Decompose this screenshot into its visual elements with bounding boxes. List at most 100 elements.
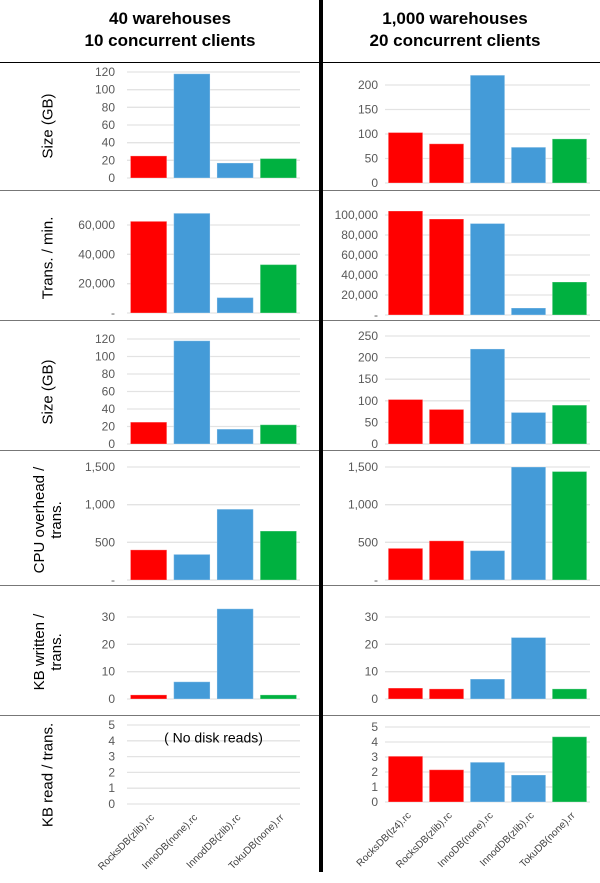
y-tick-label: 20 <box>102 153 116 167</box>
y-tick-label: 4 <box>108 734 115 748</box>
y-tick-label: - <box>374 308 378 322</box>
y-tick-label: 100,000 <box>335 208 379 222</box>
bar-innoddb-zlib-rc <box>216 297 254 314</box>
y-tick-label: 10 <box>102 665 116 679</box>
y-tick-label: 0 <box>371 692 378 706</box>
y-tick-label: 1,000 <box>348 498 378 512</box>
bar-innodb-none-rc <box>469 761 506 803</box>
y-tick-label: 2 <box>108 765 115 779</box>
bar-innoddb-zlib-rc <box>510 146 547 184</box>
bar-tokudb-none-rr <box>551 736 588 803</box>
bar-tokudb-none-rr <box>551 281 588 316</box>
y-tick-label: 30 <box>365 610 379 624</box>
y-tick-label: 1 <box>108 781 115 795</box>
y-tick-label: 100 <box>358 394 378 408</box>
y-tick-label: - <box>374 573 378 587</box>
y-tick-label: 200 <box>358 351 378 365</box>
bar-innodb-none-rc <box>469 74 506 184</box>
y-tick-label: 1 <box>371 780 378 794</box>
bar-tokudb-none-rr <box>259 424 298 445</box>
bar-innoddb-zlib-rc <box>216 608 254 700</box>
y-tick-label: 3 <box>371 750 378 764</box>
y-tick-label: 60 <box>102 118 116 132</box>
bar-rocksdb-zlib-rc <box>129 220 168 314</box>
y-tick-label: 60 <box>102 385 116 399</box>
y-tick-label: 0 <box>371 437 378 451</box>
y-tick-label: 0 <box>108 797 115 811</box>
bar-tokudb-none-rr <box>259 158 298 179</box>
bar-innodb-none-rc <box>469 348 506 445</box>
bar-innoddb-zlib-rc <box>216 428 254 445</box>
bar-rocksdb-zlib-rc <box>428 688 465 700</box>
y-tick-label: 40 <box>102 402 116 416</box>
y-tick-label: - <box>111 306 115 320</box>
y-tick-label: 20 <box>365 637 379 651</box>
column-divider <box>319 0 323 872</box>
row-divider <box>0 190 600 191</box>
y-tick-label: 20,000 <box>341 288 378 302</box>
bar-innodb-none-rc <box>173 553 211 581</box>
y-tick-label: 100 <box>358 127 378 141</box>
y-tick-label: 0 <box>108 437 115 451</box>
bar-rocksdb-zlib-rc <box>129 694 168 700</box>
bar-rocksdb-lz4-rc <box>387 210 424 316</box>
header-left: 40 warehouses 10 concurrent clients <box>20 8 320 52</box>
row-divider <box>0 320 600 321</box>
y-tick-label: 40,000 <box>78 247 115 261</box>
bar-rocksdb-zlib-rc <box>129 155 168 179</box>
y-tick-label: 1,000 <box>85 498 115 512</box>
bar-innoddb-zlib-rc <box>510 466 547 581</box>
y-tick-label: 40 <box>102 136 116 150</box>
bar-rocksdb-lz4-rc <box>387 687 424 700</box>
y-tick-label: 5 <box>108 718 115 732</box>
row-divider <box>0 585 600 586</box>
y-tick-label: 1,500 <box>85 460 115 474</box>
y-tick-label: 80 <box>102 367 116 381</box>
bar-innoddb-zlib-rc <box>216 162 254 179</box>
y-tick-label: 80 <box>102 100 116 114</box>
y-tick-label: 150 <box>358 103 378 117</box>
bar-rocksdb-lz4-rc <box>387 755 424 803</box>
y-tick-label: 200 <box>358 78 378 92</box>
y-tick-label: 0 <box>371 176 378 190</box>
bar-innodb-none-rc <box>469 223 506 316</box>
y-tick-label: 120 <box>95 65 115 79</box>
bar-tokudb-none-rr <box>551 404 588 445</box>
y-tick-label: 20 <box>102 420 116 434</box>
y-tick-label: 3 <box>108 750 115 764</box>
bar-innodb-none-rc <box>173 681 211 700</box>
no-disk-reads-annotation: ( No disk reads) <box>164 729 263 745</box>
y-tick-label: 10 <box>365 665 379 679</box>
y-tick-label: 150 <box>358 372 378 386</box>
bar-rocksdb-zlib-rc <box>129 421 168 445</box>
bar-rocksdb-zlib-rc <box>428 408 465 445</box>
bar-innoddb-zlib-rc <box>216 508 254 581</box>
bar-rocksdb-zlib-rc <box>428 218 465 316</box>
bar-innodb-none-rc <box>469 678 506 700</box>
bar-rocksdb-zlib-rc <box>428 143 465 184</box>
header-right: 1,000 warehouses 20 concurrent clients <box>305 8 600 52</box>
bar-rocksdb-lz4-rc <box>387 132 424 184</box>
bar-rocksdb-zlib-rc <box>428 769 465 803</box>
bar-rocksdb-lz4-rc <box>387 399 424 445</box>
y-tick-label: 60,000 <box>341 248 378 262</box>
y-tick-label: 20,000 <box>78 277 115 291</box>
bar-tokudb-none-rr <box>259 530 298 581</box>
bar-innoddb-zlib-rc <box>510 307 547 316</box>
row-divider <box>0 715 600 716</box>
bar-innoddb-zlib-rc <box>510 411 547 445</box>
y-tick-label: - <box>111 573 115 587</box>
bar-rocksdb-zlib-rc <box>428 540 465 581</box>
bar-innodb-none-rc <box>173 212 211 314</box>
header-divider <box>0 62 600 63</box>
y-tick-label: 0 <box>108 171 115 185</box>
y-tick-label: 30 <box>102 610 116 624</box>
y-tick-label: 100 <box>95 83 115 97</box>
bar-innodb-none-rc <box>173 340 211 445</box>
bar-tokudb-none-rr <box>551 138 588 184</box>
y-tick-label: 4 <box>371 735 378 749</box>
y-tick-label: 120 <box>95 332 115 346</box>
y-tick-label: 500 <box>95 535 115 549</box>
